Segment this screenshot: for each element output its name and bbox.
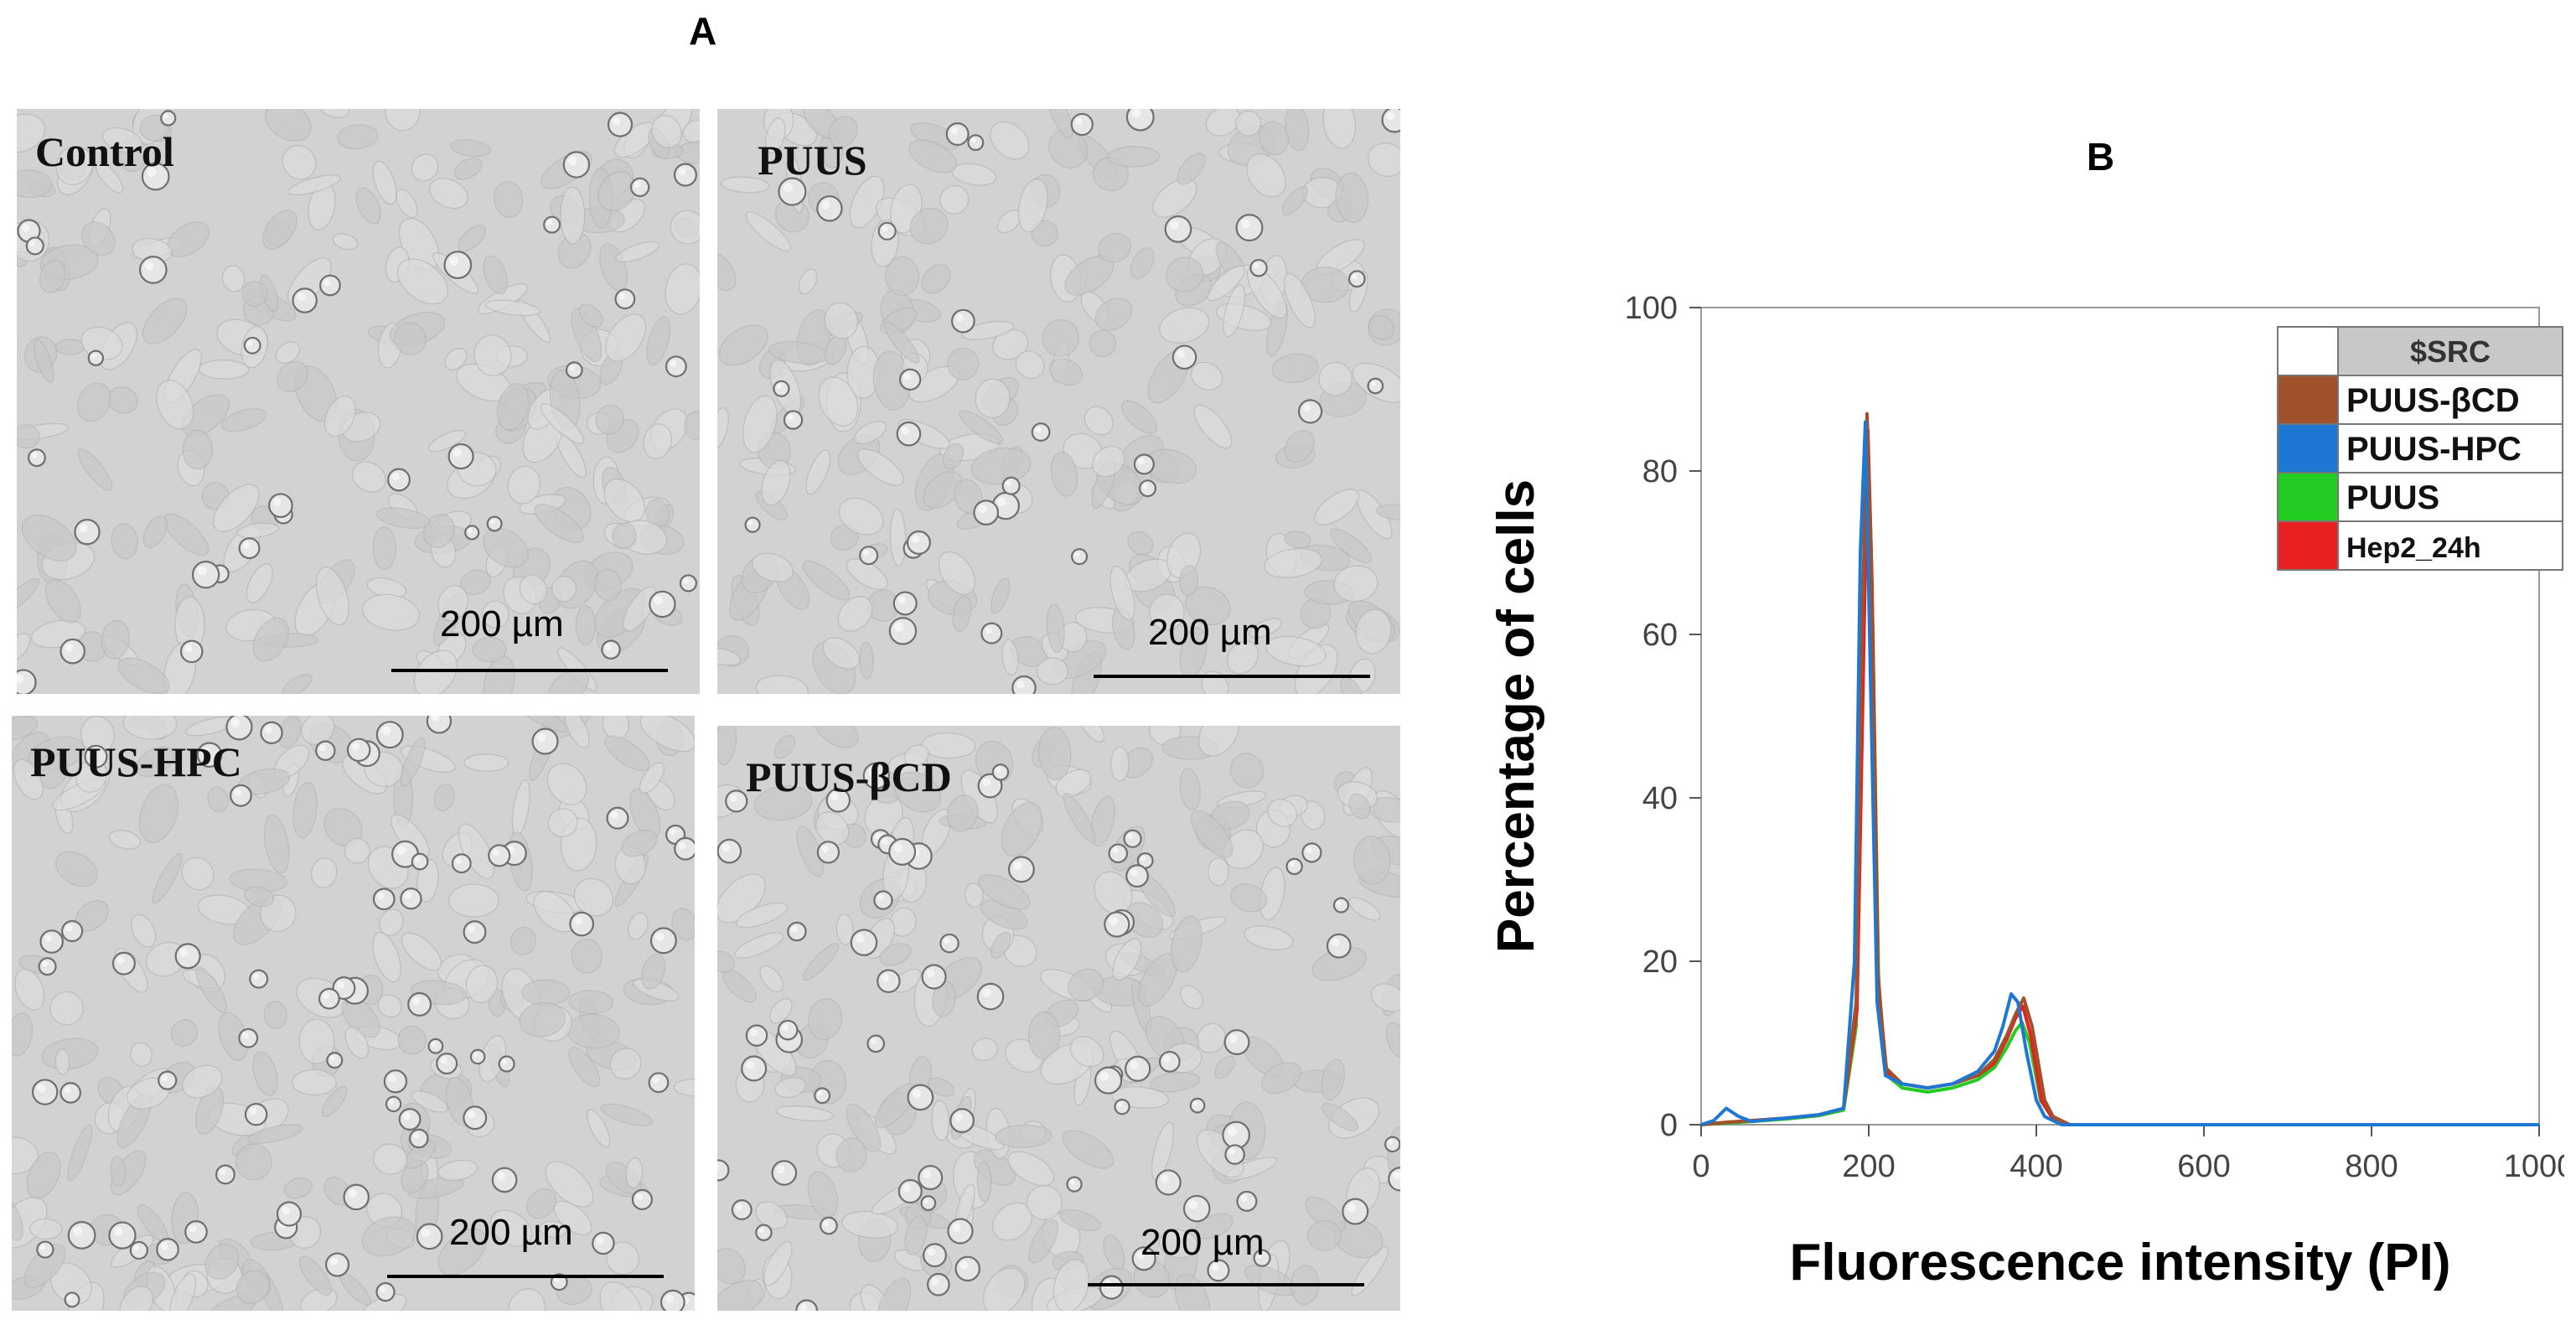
cell-layer bbox=[717, 726, 1400, 1311]
legend-cell bbox=[2337, 375, 2563, 425]
scale-bar-label: 200 µm bbox=[449, 1212, 573, 1253]
y-tick-label: 100 bbox=[1625, 291, 1678, 326]
cell-texture bbox=[717, 109, 1400, 694]
y-tick-label: 60 bbox=[1642, 618, 1678, 653]
micrograph-puus-hpc: PUUS-HPC 200 µm bbox=[12, 716, 695, 1311]
legend-header-cell bbox=[2337, 326, 2563, 376]
y-tick-label: 40 bbox=[1642, 781, 1678, 816]
micrograph-label: PUUS-HPC bbox=[30, 738, 242, 785]
micrograph-control: Control 200 µm bbox=[17, 109, 700, 694]
scale-bar bbox=[1094, 675, 1370, 678]
legend-entry-label: PUUS bbox=[2346, 479, 2439, 516]
scale-bar-label: 200 µm bbox=[440, 603, 564, 644]
x-tick-label: 0 bbox=[1692, 1149, 1710, 1184]
series-line-puus-hpc bbox=[1700, 420, 2539, 1126]
scale-bar bbox=[1088, 1283, 1364, 1286]
cell-layer bbox=[17, 109, 700, 694]
legend-cell bbox=[2337, 520, 2563, 571]
y-tick-label: 20 bbox=[1642, 945, 1678, 980]
x-tick-label: 600 bbox=[2177, 1149, 2230, 1184]
cell-texture bbox=[17, 109, 700, 694]
legend-cell bbox=[2337, 423, 2563, 474]
cell-texture bbox=[717, 726, 1400, 1311]
micrograph-label: Control bbox=[35, 128, 174, 175]
legend-header-swatch bbox=[2277, 326, 2339, 376]
cell-layer bbox=[12, 716, 695, 1311]
legend-entry-label: Hep2_24h bbox=[2346, 532, 2481, 564]
scale-bar-label: 200 µm bbox=[1148, 612, 1272, 653]
y-tick-label: 0 bbox=[1660, 1108, 1678, 1143]
legend-header-text: $SRC bbox=[2410, 334, 2491, 369]
panel-a-letter: A bbox=[689, 9, 717, 53]
y-axis-label: Percentage of cells bbox=[1487, 479, 1545, 953]
histogram-chart: 02040608010002004006008001000Fluorescenc… bbox=[1487, 291, 2564, 1291]
legend-swatch bbox=[2277, 423, 2339, 474]
scale-bar bbox=[391, 669, 668, 672]
legend-cell bbox=[2337, 472, 2563, 522]
micrograph-puus-bcd: PUUS-βCD 200 µm bbox=[717, 726, 1400, 1311]
legend-entry-label: PUUS-HPC bbox=[2346, 431, 2522, 468]
x-tick-label: 800 bbox=[2345, 1149, 2398, 1184]
legend-swatch bbox=[2277, 375, 2339, 425]
y-tick-label: 80 bbox=[1642, 454, 1678, 489]
chart-legend: $SRC PUUS-βCD PUUS-HPC PUUS Hep2_24h bbox=[2277, 326, 2563, 571]
micrograph-label: PUUS-βCD bbox=[746, 753, 952, 800]
micrograph-puus: PUUS 200 µm bbox=[717, 109, 1400, 694]
legend-entry-label: PUUS-βCD bbox=[2346, 382, 2520, 419]
x-tick-label: 200 bbox=[1842, 1149, 1895, 1184]
x-axis-label: Fluorescence intensity (PI) bbox=[1790, 1234, 2451, 1291]
micrograph-label: PUUS bbox=[758, 137, 867, 184]
cell-layer bbox=[717, 109, 1400, 694]
scale-bar-label: 200 µm bbox=[1141, 1222, 1265, 1263]
cell-texture bbox=[12, 716, 695, 1311]
legend-swatch bbox=[2277, 520, 2339, 571]
panel-b-letter: B bbox=[2087, 135, 2115, 179]
x-tick-label: 400 bbox=[2010, 1149, 2062, 1184]
scale-bar bbox=[387, 1275, 664, 1278]
legend-swatch bbox=[2277, 472, 2339, 522]
